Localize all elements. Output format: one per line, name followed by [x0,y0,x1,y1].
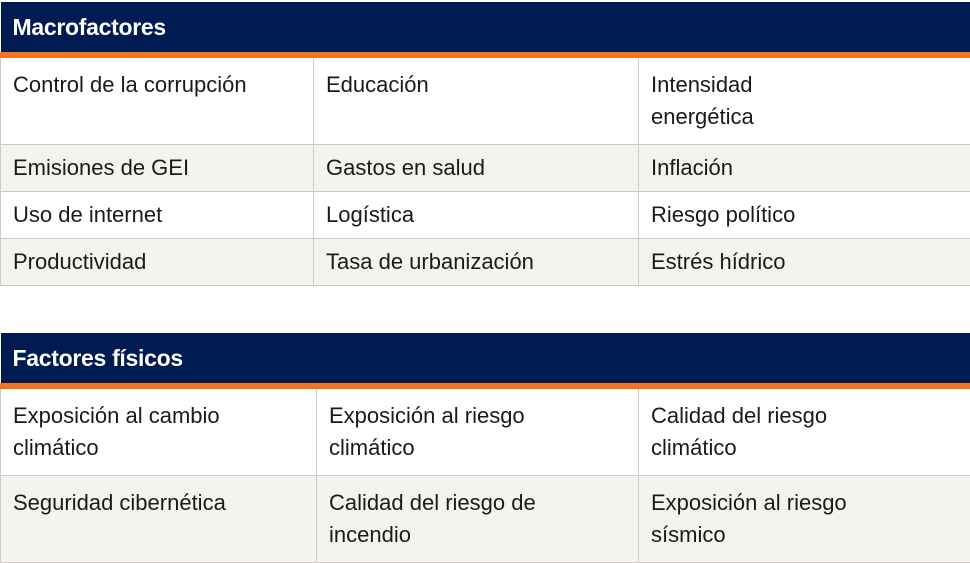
cell: Logística [314,192,639,239]
cell: Tasa de urbanización [314,239,639,286]
factores-fisicos-table: Factores físicos Exposición al cambio cl… [0,333,970,563]
cell: Inflación [639,145,970,192]
cell: Gastos en salud [314,145,639,192]
cell: Educación [314,55,639,145]
cell: Emisiones de GEI [1,145,314,192]
cell: Estrés hídrico [639,239,970,286]
cell: Uso de internet [1,192,314,239]
cell: Productividad [1,239,314,286]
cell: Calidad del riesgo climático [639,386,970,476]
cell: Exposición al riesgo climático [317,386,639,476]
cell: Intensidad energética [639,55,970,145]
cell: Control de la corrupción [1,55,314,145]
cell: Seguridad cibernética [1,476,317,563]
cell: Riesgo político [639,192,970,239]
table-title: Macrofactores [1,2,970,55]
table-title: Factores físicos [1,333,970,386]
cell: Exposición al riesgo sísmico [639,476,970,563]
cell: Exposición al cambio climático [1,386,317,476]
cell: Calidad del riesgo de incendio [317,476,639,563]
